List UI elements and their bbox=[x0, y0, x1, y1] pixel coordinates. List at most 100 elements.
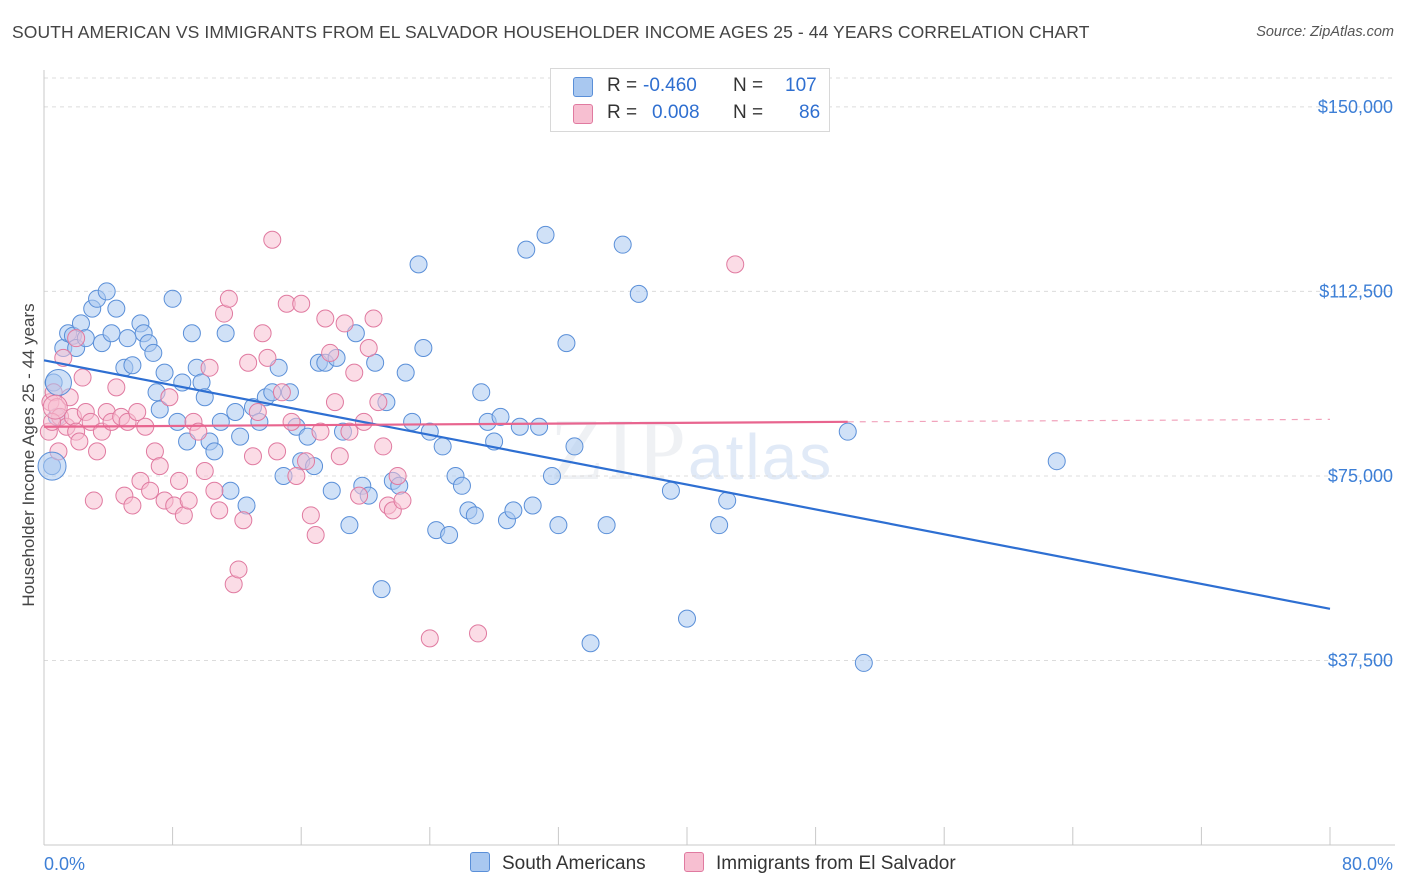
point-south-american bbox=[504, 501, 523, 520]
point-el-salvador bbox=[200, 358, 219, 377]
point-south-american bbox=[629, 284, 648, 303]
point-el-salvador bbox=[374, 437, 393, 456]
bottom-legend-label: Immigrants from El Salvador bbox=[716, 853, 956, 874]
point-south-american bbox=[718, 491, 737, 510]
point-south-american bbox=[107, 299, 126, 318]
point-south-american bbox=[581, 634, 600, 653]
bottom-legend-label: South Americans bbox=[502, 853, 646, 874]
point-south-american bbox=[409, 255, 428, 274]
watermark-atlas: atlas bbox=[688, 421, 834, 493]
point-south-american bbox=[403, 412, 422, 431]
point-el-salvador bbox=[272, 383, 291, 402]
trend-line-south-americans bbox=[43, 359, 1331, 610]
point-south-american bbox=[182, 324, 201, 343]
point-el-salvador bbox=[123, 496, 142, 515]
point-south-american bbox=[420, 422, 439, 441]
legend-n-label: N = bbox=[733, 102, 764, 123]
point-south-american bbox=[517, 240, 536, 259]
point-el-salvador bbox=[205, 481, 224, 500]
point-el-salvador bbox=[359, 339, 378, 358]
x-tick-label-max: 80.0% bbox=[1342, 854, 1393, 874]
y-tick-label: $37,500 bbox=[1328, 650, 1393, 670]
point-el-salvador bbox=[229, 560, 248, 579]
point-south-american bbox=[396, 363, 415, 382]
trend-lines bbox=[43, 359, 1331, 610]
point-south-american bbox=[211, 412, 230, 431]
point-el-salvador bbox=[469, 624, 488, 643]
point-el-salvador bbox=[325, 393, 344, 412]
point-el-salvador bbox=[253, 324, 272, 343]
point-south-american bbox=[168, 412, 187, 431]
point-south-american bbox=[838, 422, 857, 441]
y-tick-label: $112,500 bbox=[1319, 281, 1393, 301]
trend-line-el-salvador bbox=[43, 420, 848, 428]
point-south-american bbox=[530, 417, 549, 436]
data-points bbox=[37, 225, 1066, 672]
point-el-salvador bbox=[321, 343, 340, 362]
point-el-salvador bbox=[292, 294, 311, 313]
point-south-american bbox=[150, 400, 169, 419]
point-south-american bbox=[557, 334, 576, 353]
bottom-legend-swatch-pink bbox=[684, 852, 704, 872]
legend-r-label: R = bbox=[607, 75, 638, 96]
point-south-american bbox=[854, 653, 873, 672]
point-el-salvador bbox=[234, 511, 253, 530]
y-tick-label: $150,000 bbox=[1318, 97, 1393, 117]
point-south-american bbox=[433, 437, 452, 456]
chart-source: Source: ZipAtlas.com bbox=[1256, 24, 1394, 40]
point-south-american bbox=[510, 417, 529, 436]
point-el-salvador bbox=[726, 255, 745, 274]
legend-n-value: 107 bbox=[785, 75, 817, 96]
point-south-american bbox=[1047, 452, 1066, 471]
point-south-american bbox=[44, 368, 72, 396]
point-el-salvador bbox=[364, 309, 383, 328]
legend-n-label: N = bbox=[733, 75, 764, 96]
point-el-salvador bbox=[350, 486, 369, 505]
legend-r-value: 0.008 bbox=[652, 102, 700, 123]
point-el-salvador bbox=[88, 442, 107, 461]
point-el-salvador bbox=[239, 353, 258, 372]
point-south-american bbox=[372, 580, 391, 599]
point-el-salvador bbox=[189, 422, 208, 441]
correlation-legend: R = -0.460 N = 107 R = 0.008 N = 86 bbox=[550, 68, 830, 132]
point-el-salvador bbox=[287, 466, 306, 485]
point-south-american bbox=[144, 343, 163, 362]
point-south-american bbox=[440, 526, 459, 544]
point-south-american bbox=[414, 339, 433, 358]
bottom-legend-south-americans: South Americans bbox=[470, 852, 646, 875]
point-south-american bbox=[678, 609, 696, 628]
point-el-salvador bbox=[330, 447, 349, 466]
point-south-american bbox=[123, 356, 142, 375]
point-south-american bbox=[322, 481, 341, 500]
point-el-salvador bbox=[297, 452, 316, 471]
point-el-salvador bbox=[311, 422, 330, 441]
point-el-salvador bbox=[345, 363, 364, 382]
point-south-american bbox=[118, 329, 137, 348]
point-south-american bbox=[205, 442, 224, 461]
point-south-american bbox=[536, 225, 555, 244]
point-el-salvador bbox=[73, 368, 92, 387]
point-south-american bbox=[37, 451, 67, 481]
legend-n-value: 86 bbox=[799, 102, 821, 123]
point-el-salvador bbox=[160, 388, 179, 407]
point-south-american bbox=[613, 235, 632, 254]
point-el-salvador bbox=[243, 447, 262, 466]
point-el-salvador bbox=[306, 526, 325, 544]
point-el-salvador bbox=[128, 402, 147, 421]
point-south-american bbox=[597, 516, 616, 535]
legend-swatch-blue bbox=[573, 77, 593, 97]
point-el-salvador bbox=[301, 506, 320, 525]
point-south-american bbox=[465, 506, 484, 525]
point-el-salvador bbox=[393, 491, 412, 510]
point-south-american bbox=[226, 402, 245, 421]
point-south-american bbox=[710, 516, 729, 535]
axis-labels: $150,000 $112,500 $75,000 $37,500 0.0% 80.0% H… bbox=[19, 97, 1393, 874]
point-el-salvador bbox=[107, 378, 126, 397]
point-south-american bbox=[523, 496, 542, 515]
point-el-salvador bbox=[258, 348, 277, 367]
point-south-american bbox=[221, 481, 240, 500]
point-el-salvador bbox=[42, 394, 68, 420]
point-south-american bbox=[163, 289, 182, 308]
point-south-american bbox=[192, 373, 211, 392]
